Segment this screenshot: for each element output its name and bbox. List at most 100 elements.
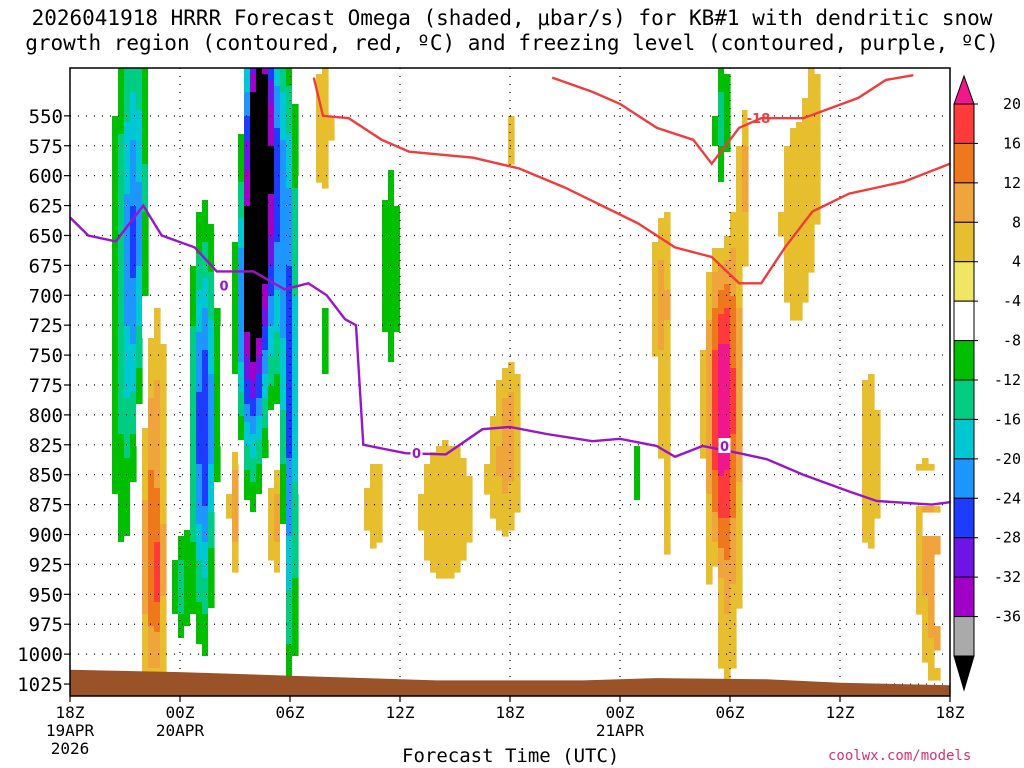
omega-cell <box>148 128 155 135</box>
omega-cell <box>736 572 743 579</box>
omega-cell <box>214 392 221 399</box>
omega-cell <box>784 248 815 255</box>
omega-cell <box>184 356 191 363</box>
omega-cell <box>652 290 659 297</box>
omega-cell <box>730 428 737 435</box>
omega-cell <box>358 266 383 273</box>
omega-cell <box>274 230 281 237</box>
omega-cell <box>286 92 293 99</box>
omega-cell <box>118 98 125 105</box>
omega-cell <box>214 332 221 339</box>
omega-cell <box>922 578 935 585</box>
omega-cell <box>280 140 287 147</box>
omega-cell <box>274 134 281 141</box>
omega-cell <box>382 380 401 387</box>
omega-cell <box>208 560 215 567</box>
omega-cell <box>508 158 515 165</box>
omega-cell <box>154 476 161 483</box>
omega-cell <box>364 320 383 327</box>
omega-cell <box>286 512 293 519</box>
omega-cell <box>706 458 713 465</box>
omega-cell <box>280 398 287 405</box>
omega-cell <box>214 506 221 513</box>
omega-cell <box>664 344 671 351</box>
omega-cell <box>100 458 113 465</box>
omega-cell <box>160 500 167 507</box>
omega-cell <box>496 110 503 117</box>
y-tick-label: 875 <box>29 495 63 517</box>
omega-cell <box>196 320 203 327</box>
omega-cell <box>160 494 167 501</box>
omega-cell <box>262 326 269 333</box>
omega-cell <box>736 152 743 159</box>
omega-cell <box>286 308 293 315</box>
omega-cell <box>148 74 155 81</box>
omega-cell <box>712 68 719 75</box>
omega-cell <box>844 254 857 261</box>
omega-cell <box>244 116 251 123</box>
omega-cell <box>160 602 167 609</box>
omega-cell <box>844 236 857 243</box>
omega-cell <box>244 488 263 495</box>
omega-cell <box>634 548 641 555</box>
omega-cell <box>196 446 209 453</box>
omega-cell <box>286 656 293 663</box>
omega-cell <box>556 170 563 177</box>
omega-cell <box>700 194 713 201</box>
omega-cell <box>424 488 473 495</box>
omega-cell <box>112 434 125 441</box>
omega-cell <box>286 602 293 609</box>
omega-cell <box>148 644 161 651</box>
omega-cell <box>256 500 263 507</box>
omega-cell <box>784 152 821 159</box>
omega-cell <box>244 530 263 537</box>
omega-cell <box>250 446 257 453</box>
omega-cell <box>256 452 263 459</box>
omega-cell <box>712 92 719 99</box>
omega-cell <box>208 530 215 537</box>
omega-cell <box>736 434 743 441</box>
omega-cell <box>802 110 821 117</box>
omega-cell <box>148 368 167 375</box>
omega-cell <box>736 344 743 351</box>
omega-cell <box>730 434 737 441</box>
omega-cell <box>400 254 407 261</box>
omega-cell <box>178 614 191 621</box>
omega-cell <box>280 110 287 117</box>
omega-cell <box>712 74 719 81</box>
omega-cell <box>136 176 143 183</box>
omega-cell <box>316 92 329 99</box>
omega-cell <box>316 128 335 135</box>
omega-cell <box>292 428 299 435</box>
omega-cell <box>112 482 131 489</box>
omega-cell <box>280 344 287 351</box>
omega-cell <box>268 242 275 249</box>
omega-cell <box>724 68 731 75</box>
omega-cell <box>256 68 263 75</box>
omega-cell <box>208 200 215 207</box>
omega-cell <box>250 428 257 435</box>
omega-cell <box>112 308 119 315</box>
omega-cell <box>700 164 719 171</box>
omega-cell <box>178 536 191 543</box>
omega-cell <box>238 296 245 303</box>
omega-cell <box>736 386 743 393</box>
omega-cell <box>256 446 263 453</box>
omega-cell <box>202 242 209 249</box>
omega-cell <box>154 320 161 327</box>
omega-cell <box>148 440 161 447</box>
omega-cell <box>136 320 143 327</box>
omega-cell <box>154 332 161 339</box>
omega-cell <box>190 284 197 291</box>
omega-cell <box>274 350 281 357</box>
omega-cell <box>160 392 167 399</box>
omega-cell <box>718 464 731 471</box>
omega-cell <box>268 494 275 501</box>
omega-cell <box>208 626 215 633</box>
omega-cell <box>142 230 149 237</box>
omega-cell <box>136 416 143 423</box>
omega-cell <box>244 320 263 327</box>
omega-cell <box>238 452 245 459</box>
omega-cell <box>244 272 269 279</box>
omega-cell <box>112 350 119 357</box>
